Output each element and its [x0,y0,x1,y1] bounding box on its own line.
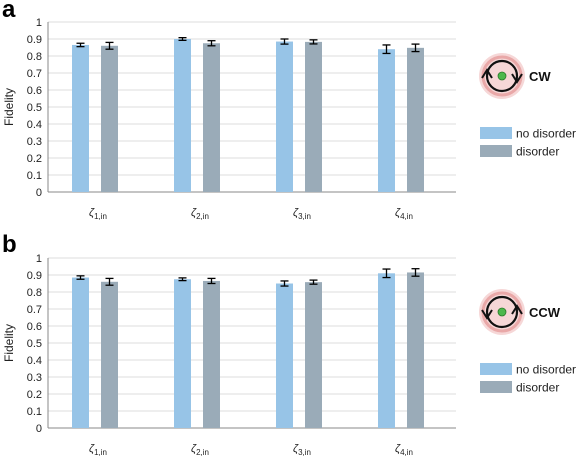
y-tick-label: 1 [36,253,42,265]
y-tick-label: 0.7 [27,304,42,316]
legend-label: disorder [516,145,559,159]
legend-swatch [480,145,512,157]
y-tick-label: 0.3 [27,372,42,384]
x-tick-label: ζ3,in [293,207,311,221]
bar [174,279,191,428]
x-tick-label: ζ2,in [191,443,209,457]
y-axis-label: Fidelity [2,324,16,362]
x-tick-label: ζ4,in [395,443,413,457]
panel-b-chart: 0 0.1 0.2 0.3 0.4 0.5 0.6 0.7 0.8 0.9 1 Fidelity ζ1,… [2,253,576,457]
panel-a-chart: 0 0.1 0.2 0.3 0.4 0.5 0.6 0.7 0.8 0.9 1 Fidelity ζ1,… [2,17,576,221]
arrowhead-left [481,309,493,320]
y-tick-label: 0.6 [27,321,42,333]
arrowhead-right [511,304,523,315]
arrowhead-right [511,73,523,84]
legend-label: no disorder [516,363,576,377]
y-tick-label: 0.4 [27,119,42,131]
bar [101,281,118,428]
bar [72,44,89,193]
bar [101,45,118,192]
y-tick-label: 0 [36,187,42,199]
y-axis-label: Fidelity [2,88,16,126]
y-tick-label: 0.1 [27,170,42,182]
orbit-ring [485,295,519,329]
counterclockwise-orbit-icon [479,289,525,335]
bar [305,282,322,428]
legend-swatch [480,381,512,393]
center-dot [497,307,507,317]
y-tick-label: 0.3 [27,136,42,148]
legend-swatch [480,127,512,139]
bar [203,43,220,192]
y-tick-label: 0.2 [27,153,42,165]
y-tick-label: 0.1 [27,406,42,418]
x-tick-label: ζ3,in [293,443,311,457]
x-tick-label: ζ2,in [191,207,209,221]
bar [407,47,424,193]
y-tick-label: 0.7 [27,68,42,80]
y-tick-label: 0.6 [27,85,42,97]
legend-swatch [480,363,512,375]
y-tick-label: 0.4 [27,355,42,367]
y-tick-label: 0.9 [27,34,42,46]
y-tick-label: 1 [36,17,42,29]
bar [378,273,395,428]
bar [276,41,293,192]
y-tick-label: 0.5 [27,338,42,350]
y-tick-label: 0.8 [27,287,42,299]
direction-label: CCW [529,305,561,320]
y-tick-label: 0.8 [27,51,42,63]
legend-label: no disorder [516,127,576,141]
bar [276,283,293,428]
x-tick-label: ζ4,in [395,207,413,221]
center-dot [497,71,507,81]
bar [378,49,395,193]
bar [407,272,424,428]
y-tick-label: 0.2 [27,389,42,401]
legend-label: disorder [516,381,559,395]
bar [72,277,89,428]
clockwise-orbit-icon [479,53,525,99]
x-tick-label: ζ1,in [89,443,107,457]
panel-a-letter: a [2,0,16,23]
x-tick-label: ζ1,in [89,207,107,221]
bar [203,280,220,428]
orbit-ring [485,59,519,93]
y-tick-label: 0.9 [27,270,42,282]
panel-b-letter: b [2,231,17,258]
bar [305,41,322,192]
direction-label: CW [529,69,551,84]
y-tick-label: 0.5 [27,102,42,114]
arrowhead-left [481,68,493,79]
bar [174,39,191,192]
y-tick-label: 0 [36,423,42,435]
